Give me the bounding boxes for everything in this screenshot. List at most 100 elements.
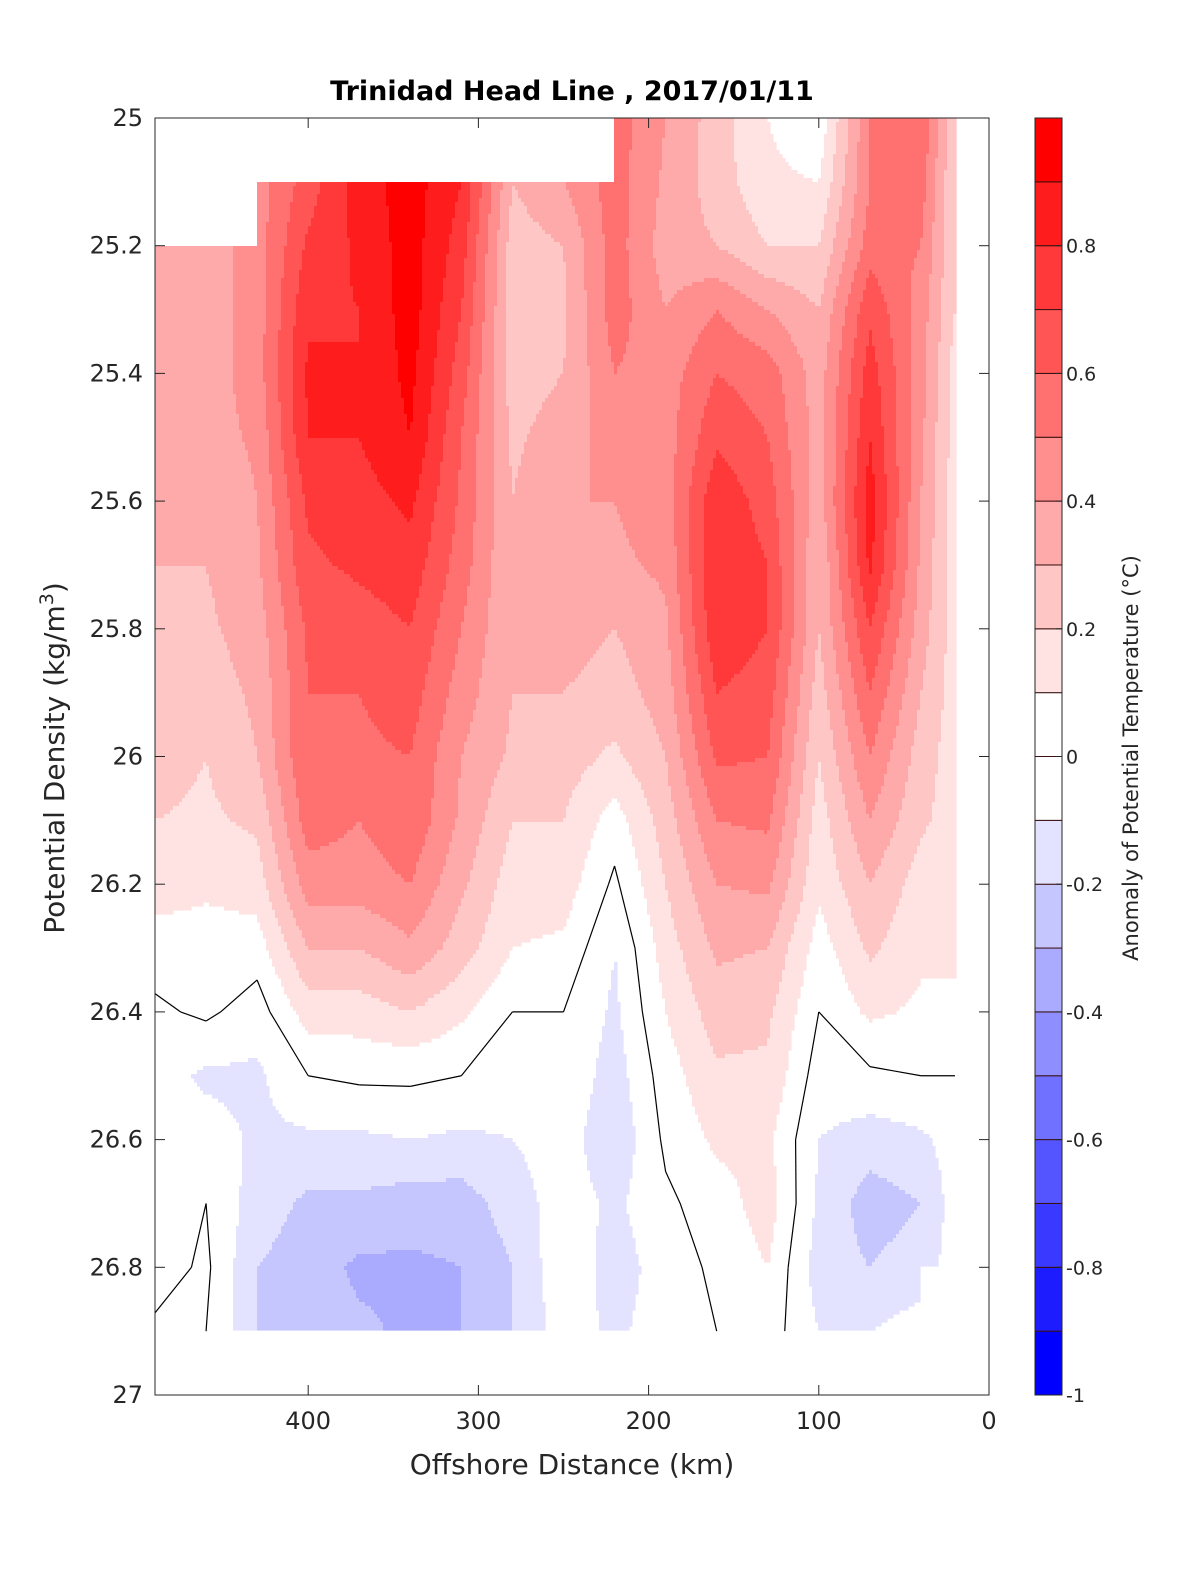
contour-band-cell	[674, 526, 690, 531]
contour-band-cell	[275, 506, 291, 511]
contour-band-cell	[470, 326, 483, 331]
contour-band-cell	[935, 774, 957, 779]
contour-band-cell	[857, 170, 870, 175]
contour-band-cell	[818, 242, 834, 247]
contour-band-cell	[695, 642, 711, 647]
contour-band-cell	[836, 506, 846, 511]
contour-band-cell	[188, 790, 216, 795]
contour-band-cell	[458, 494, 477, 499]
contour-band-cell	[506, 350, 567, 355]
contour-band-cell	[809, 442, 825, 447]
contour-band-cell	[326, 554, 429, 559]
contour-band-cell	[911, 430, 924, 435]
contour-band-cell	[782, 746, 795, 751]
contour-band-cell	[632, 834, 657, 839]
contour-band-cell	[860, 566, 870, 571]
contour-band-cell	[509, 830, 594, 835]
contour-band-cell	[899, 818, 933, 823]
contour-band-cell	[239, 426, 267, 431]
contour-band-cell	[494, 778, 582, 783]
contour-band-cell	[794, 742, 807, 747]
contour-band-cell	[425, 202, 456, 207]
contour-band-cell	[932, 270, 945, 275]
contour-band-cell	[305, 374, 399, 379]
contour-band-cell	[233, 342, 264, 347]
contour-band-cell	[311, 218, 348, 223]
contour-band-cell	[473, 314, 486, 319]
contour-band-cell	[458, 190, 471, 195]
contour-band-cell	[623, 354, 690, 359]
contour-band-cell	[848, 730, 864, 735]
contour-band-cell	[788, 438, 810, 443]
contour-band-cell	[890, 326, 912, 331]
contour-band-cell	[566, 278, 585, 283]
contour-band-cell	[863, 722, 879, 727]
contour-band-cell	[155, 694, 246, 699]
contour-band-cell	[266, 254, 285, 259]
contour-band-cell	[947, 514, 957, 519]
contour-band-cell	[848, 414, 861, 419]
contour-band-cell	[155, 610, 216, 615]
contour-band-cell	[827, 810, 849, 815]
contour-band-cell	[806, 758, 837, 763]
contour-band-cell	[782, 610, 795, 615]
contour-band-cell	[911, 422, 924, 427]
contour-band-cell	[305, 510, 402, 515]
contour-band-cell	[632, 306, 765, 311]
contour-band-cell	[911, 366, 927, 371]
contour-band-cell	[851, 290, 864, 295]
contour-band-cell	[299, 290, 354, 295]
contour-band-cell	[824, 446, 837, 451]
contour-band-cell	[869, 270, 873, 275]
contour-band-cell	[869, 150, 930, 155]
contour-band-cell	[824, 214, 840, 219]
contour-band-cell	[680, 622, 693, 627]
contour-band-cell	[863, 234, 924, 239]
contour-band-cell	[446, 266, 465, 271]
contour-band-cell	[749, 210, 828, 215]
contour-band-cell	[566, 330, 588, 335]
contour-band-cell	[668, 646, 684, 651]
contour-band-cell	[911, 346, 927, 351]
contour-band-cell	[305, 838, 339, 843]
contour-band-cell	[929, 118, 939, 123]
contour-band-cell	[278, 862, 297, 867]
contour-band-cell	[431, 394, 450, 399]
contour-band-cell	[890, 598, 903, 603]
contour-band-cell	[698, 438, 768, 443]
contour-band-cell	[863, 598, 879, 603]
contour-band-cell	[446, 274, 465, 279]
contour-band-cell	[293, 398, 309, 403]
contour-band-cell	[926, 394, 939, 399]
contour-band-cell	[275, 522, 291, 527]
contour-band-cell	[845, 470, 858, 475]
contour-band-cell	[833, 486, 846, 491]
contour-band-cell	[641, 562, 678, 567]
contour-band-cell	[233, 290, 267, 295]
contour-band-cell	[845, 514, 855, 519]
contour-band-cell	[776, 514, 795, 519]
contour-band-cell	[413, 618, 438, 623]
contour-band-cell	[212, 786, 264, 791]
contour-band-cell	[899, 470, 912, 475]
contour-band-cell	[296, 294, 354, 299]
contour-band-cell	[350, 278, 393, 283]
contour-band-cell	[818, 774, 822, 779]
contour-band-cell	[464, 610, 489, 615]
contour-band-cell	[155, 658, 231, 663]
contour-band-cell	[926, 326, 942, 331]
contour-band-cell	[947, 142, 957, 147]
contour-band-cell	[866, 226, 924, 231]
contour-band-cell	[824, 478, 837, 483]
contour-band-cell	[911, 498, 921, 503]
contour-band-cell	[794, 566, 807, 571]
contour-band-cell	[833, 242, 849, 247]
contour-band-cell	[608, 330, 630, 335]
contour-band-cell	[155, 802, 180, 807]
contour-band-cell	[842, 602, 855, 607]
contour-band-cell	[896, 646, 912, 651]
contour-band-cell	[848, 574, 861, 579]
contour-band-cell	[704, 578, 768, 583]
contour-band-cell	[488, 602, 666, 607]
contour-band-cell	[461, 426, 480, 431]
